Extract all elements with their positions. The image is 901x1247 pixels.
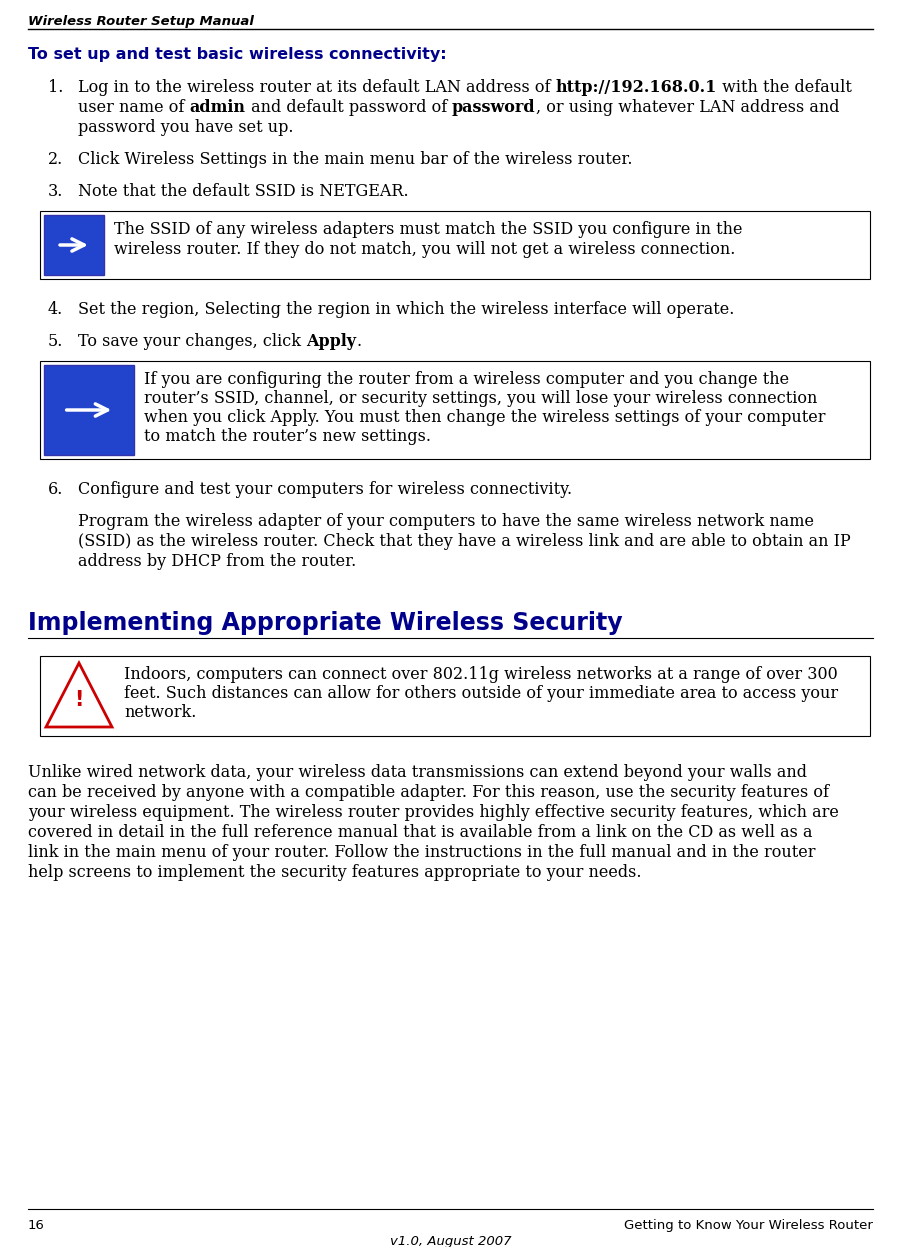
Text: user name of: user name of xyxy=(78,99,189,116)
Text: address by DHCP from the router.: address by DHCP from the router. xyxy=(78,552,356,570)
Text: admin: admin xyxy=(189,99,245,116)
Text: and default password of: and default password of xyxy=(245,99,452,116)
Text: 3.: 3. xyxy=(48,183,63,200)
Text: wireless router. If they do not match, you will not get a wireless connection.: wireless router. If they do not match, y… xyxy=(114,241,735,258)
Text: 16: 16 xyxy=(28,1220,45,1232)
Text: To set up and test basic wireless connectivity:: To set up and test basic wireless connec… xyxy=(28,47,447,62)
Text: Program the wireless adapter of your computers to have the same wireless network: Program the wireless adapter of your com… xyxy=(78,513,814,530)
Text: (SSID) as the wireless router. Check that they have a wireless link and are able: (SSID) as the wireless router. Check tha… xyxy=(78,532,851,550)
Text: link in the main menu of your router. Follow the instructions in the full manual: link in the main menu of your router. Fo… xyxy=(28,844,815,860)
Text: .: . xyxy=(356,333,361,350)
Text: Indoors, computers can connect over 802.11g wireless networks at a range of over: Indoors, computers can connect over 802.… xyxy=(124,666,838,683)
Text: router’s SSID, channel, or security settings, you will lose your wireless connec: router’s SSID, channel, or security sett… xyxy=(144,390,817,407)
Text: can be received by anyone with a compatible adapter. For this reason, use the se: can be received by anyone with a compati… xyxy=(28,784,829,801)
Text: !: ! xyxy=(74,690,84,710)
Text: Getting to Know Your Wireless Router: Getting to Know Your Wireless Router xyxy=(624,1220,873,1232)
Text: Implementing Appropriate Wireless Security: Implementing Appropriate Wireless Securi… xyxy=(28,611,623,635)
Text: 6.: 6. xyxy=(48,481,63,498)
Text: 4.: 4. xyxy=(48,301,63,318)
Text: with the default: with the default xyxy=(717,79,851,96)
Text: 2.: 2. xyxy=(48,151,63,168)
Text: to match the router’s new settings.: to match the router’s new settings. xyxy=(144,428,431,445)
Text: Click Wireless Settings in the main menu bar of the wireless router.: Click Wireless Settings in the main menu… xyxy=(78,151,633,168)
Text: covered in detail in the full reference manual that is available from a link on : covered in detail in the full reference … xyxy=(28,824,813,840)
Text: 1.: 1. xyxy=(48,79,63,96)
Text: To save your changes, click: To save your changes, click xyxy=(78,333,306,350)
Text: Wireless Router Setup Manual: Wireless Router Setup Manual xyxy=(28,15,254,27)
Text: If you are configuring the router from a wireless computer and you change the: If you are configuring the router from a… xyxy=(144,372,789,388)
Bar xyxy=(44,365,134,455)
Text: Configure and test your computers for wireless connectivity.: Configure and test your computers for wi… xyxy=(78,481,572,498)
Text: help screens to implement the security features appropriate to your needs.: help screens to implement the security f… xyxy=(28,864,642,880)
Text: password: password xyxy=(452,99,535,116)
Text: your wireless equipment. The wireless router provides highly effective security : your wireless equipment. The wireless ro… xyxy=(28,804,839,821)
Text: , or using whatever LAN address and: , or using whatever LAN address and xyxy=(535,99,839,116)
Bar xyxy=(44,214,104,276)
Text: 5.: 5. xyxy=(48,333,63,350)
Bar xyxy=(40,656,870,736)
Text: Log in to the wireless router at its default LAN address of: Log in to the wireless router at its def… xyxy=(78,79,556,96)
Text: v1.0, August 2007: v1.0, August 2007 xyxy=(390,1235,511,1247)
Text: http://192.168.0.1: http://192.168.0.1 xyxy=(556,79,717,96)
Bar xyxy=(40,360,870,459)
Text: Set the region, Selecting the region in which the wireless interface will operat: Set the region, Selecting the region in … xyxy=(78,301,734,318)
Text: The SSID of any wireless adapters must match the SSID you configure in the: The SSID of any wireless adapters must m… xyxy=(114,221,742,238)
Text: Note that the default SSID is NETGEAR.: Note that the default SSID is NETGEAR. xyxy=(78,183,409,200)
Text: password you have set up.: password you have set up. xyxy=(78,118,294,136)
Text: Unlike wired network data, your wireless data transmissions can extend beyond yo: Unlike wired network data, your wireless… xyxy=(28,764,807,781)
Text: when you click Apply. You must then change the wireless settings of your compute: when you click Apply. You must then chan… xyxy=(144,409,825,426)
Bar xyxy=(40,211,870,279)
Text: Apply: Apply xyxy=(306,333,356,350)
Text: feet. Such distances can allow for others outside of your immediate area to acce: feet. Such distances can allow for other… xyxy=(124,685,838,702)
Text: network.: network. xyxy=(124,705,196,721)
